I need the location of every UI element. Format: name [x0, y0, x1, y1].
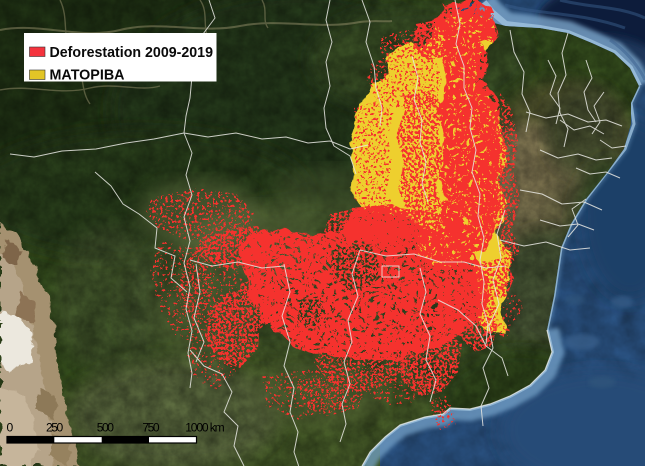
svg-text:MATOPIBA: MATOPIBA — [50, 68, 125, 84]
svg-text:750: 750 — [142, 420, 159, 434]
svg-text:500: 500 — [97, 420, 114, 434]
svg-text:1000 km: 1000 km — [185, 420, 225, 434]
svg-text:Deforestation 2009-2019: Deforestation 2009-2019 — [50, 45, 214, 61]
svg-text:250: 250 — [46, 420, 63, 434]
svg-text:0: 0 — [7, 420, 14, 434]
